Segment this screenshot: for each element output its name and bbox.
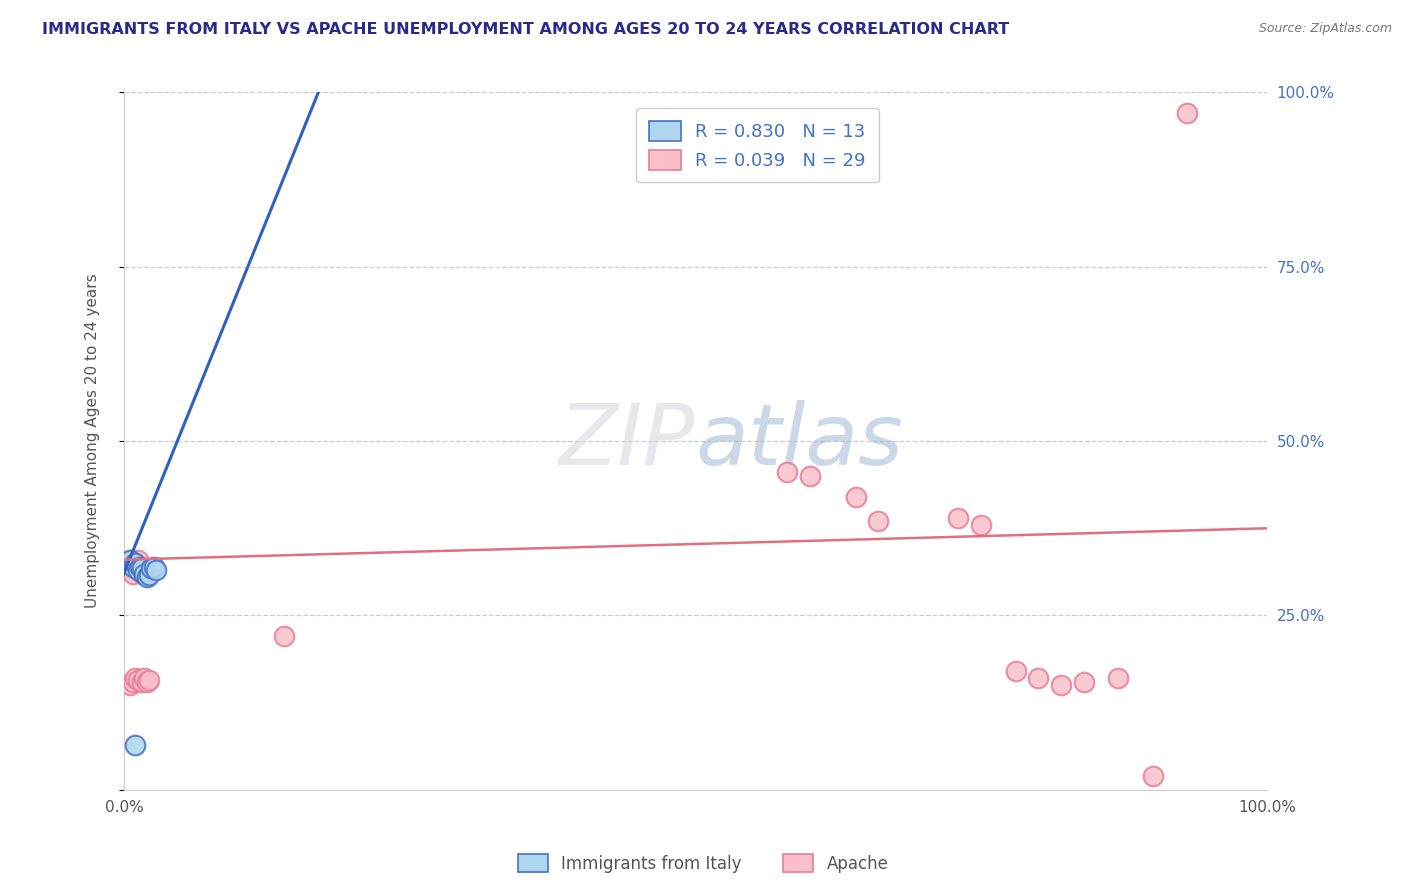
Text: atlas: atlas: [696, 400, 904, 483]
Point: [948, 511, 970, 525]
Legend: R = 0.830   N = 13, R = 0.039   N = 29: R = 0.830 N = 13, R = 0.039 N = 29: [636, 108, 879, 183]
Point: [142, 559, 165, 574]
Point: [129, 559, 152, 574]
Point: [273, 629, 295, 643]
Point: [124, 738, 146, 752]
Point: [844, 490, 866, 504]
Point: [127, 563, 149, 577]
Point: [970, 517, 993, 532]
Point: [122, 559, 145, 574]
Point: [131, 566, 153, 581]
Point: [1107, 671, 1129, 685]
Point: [868, 514, 890, 528]
Point: [1004, 665, 1026, 679]
Point: [135, 674, 157, 689]
Point: [776, 466, 799, 480]
Point: [118, 552, 141, 566]
Text: ZIP: ZIP: [560, 400, 696, 483]
Text: Source: ZipAtlas.com: Source: ZipAtlas.com: [1258, 22, 1392, 36]
Point: [135, 570, 157, 584]
Point: [122, 674, 145, 689]
Point: [141, 561, 163, 575]
Point: [131, 674, 153, 689]
Point: [124, 556, 146, 570]
Point: [129, 561, 152, 575]
Point: [138, 568, 160, 582]
Point: [1142, 769, 1164, 783]
Point: [127, 561, 149, 575]
Point: [134, 566, 156, 581]
Point: [118, 678, 141, 692]
Point: [131, 561, 153, 575]
Point: [124, 559, 146, 574]
Point: [127, 673, 149, 687]
Point: [127, 552, 149, 566]
Text: IMMIGRANTS FROM ITALY VS APACHE UNEMPLOYMENT AMONG AGES 20 TO 24 YEARS CORRELATI: IMMIGRANTS FROM ITALY VS APACHE UNEMPLOY…: [42, 22, 1010, 37]
Point: [138, 673, 160, 687]
Point: [1028, 671, 1050, 685]
Legend: Immigrants from Italy, Apache: Immigrants from Italy, Apache: [510, 847, 896, 880]
Point: [124, 671, 146, 685]
Y-axis label: Unemployment Among Ages 20 to 24 years: Unemployment Among Ages 20 to 24 years: [86, 274, 100, 608]
Point: [799, 469, 821, 483]
Point: [118, 552, 141, 566]
Point: [145, 563, 167, 577]
Point: [1073, 674, 1095, 689]
Point: [1175, 106, 1198, 120]
Point: [134, 671, 156, 685]
Point: [122, 566, 145, 581]
Point: [121, 561, 143, 575]
Point: [1050, 678, 1073, 692]
